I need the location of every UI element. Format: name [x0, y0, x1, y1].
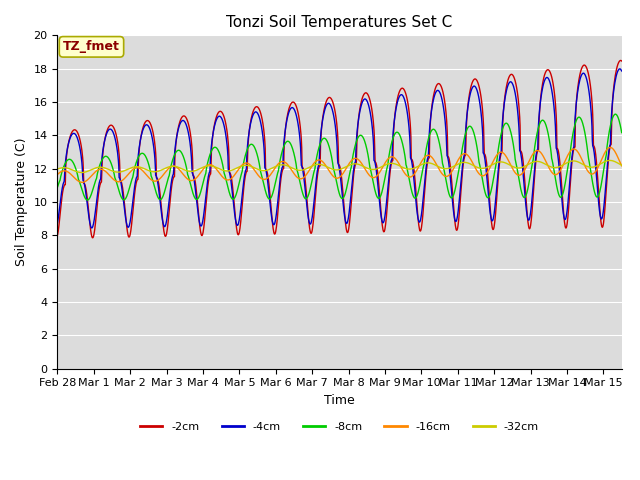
Title: Tonzi Soil Temperatures Set C: Tonzi Soil Temperatures Set C	[227, 15, 452, 30]
-16cm	[607, 144, 614, 150]
-16cm	[120, 176, 128, 181]
-32cm	[315, 161, 323, 167]
Text: TZ_fmet: TZ_fmet	[63, 40, 120, 53]
-2cm	[120, 200, 128, 206]
-8cm	[54, 184, 61, 190]
-32cm	[293, 167, 301, 173]
-16cm	[375, 170, 383, 176]
-8cm	[375, 195, 383, 201]
-2cm	[375, 182, 383, 188]
-2cm	[98, 179, 106, 185]
-16cm	[98, 167, 106, 172]
-16cm	[618, 163, 625, 168]
-4cm	[305, 218, 313, 224]
Line: -2cm: -2cm	[58, 60, 621, 238]
-32cm	[54, 166, 61, 172]
-2cm	[293, 106, 301, 112]
Line: -32cm: -32cm	[58, 160, 621, 172]
-4cm	[54, 220, 61, 226]
-2cm	[617, 58, 625, 63]
-2cm	[89, 235, 97, 240]
Y-axis label: Soil Temperature (C): Soil Temperature (C)	[15, 138, 28, 266]
-8cm	[618, 130, 625, 135]
-2cm	[305, 219, 313, 225]
-16cm	[54, 172, 61, 178]
Line: -4cm: -4cm	[58, 69, 621, 228]
-4cm	[618, 68, 625, 74]
-16cm	[293, 174, 301, 180]
-32cm	[98, 164, 106, 170]
-2cm	[54, 233, 61, 239]
-32cm	[618, 162, 625, 168]
-4cm	[120, 206, 128, 212]
-8cm	[305, 191, 313, 197]
Line: -16cm: -16cm	[58, 147, 621, 182]
Line: -8cm: -8cm	[58, 114, 621, 200]
-16cm	[305, 168, 313, 174]
-32cm	[606, 157, 614, 163]
-8cm	[98, 158, 106, 164]
-8cm	[611, 111, 619, 117]
-8cm	[84, 197, 92, 203]
-2cm	[618, 58, 625, 64]
-4cm	[88, 225, 95, 231]
Legend: -2cm, -4cm, -8cm, -16cm, -32cm: -2cm, -4cm, -8cm, -16cm, -32cm	[136, 418, 543, 436]
-32cm	[120, 168, 128, 174]
-8cm	[315, 144, 323, 150]
-4cm	[616, 66, 623, 72]
-32cm	[77, 169, 85, 175]
-4cm	[98, 161, 106, 167]
-8cm	[293, 168, 301, 173]
-4cm	[375, 193, 383, 199]
-4cm	[293, 116, 301, 122]
-32cm	[305, 165, 313, 170]
-4cm	[315, 161, 323, 167]
-32cm	[375, 165, 383, 171]
-2cm	[315, 164, 323, 170]
-8cm	[120, 197, 128, 203]
-16cm	[79, 180, 86, 185]
-16cm	[315, 157, 323, 163]
X-axis label: Time: Time	[324, 394, 355, 407]
